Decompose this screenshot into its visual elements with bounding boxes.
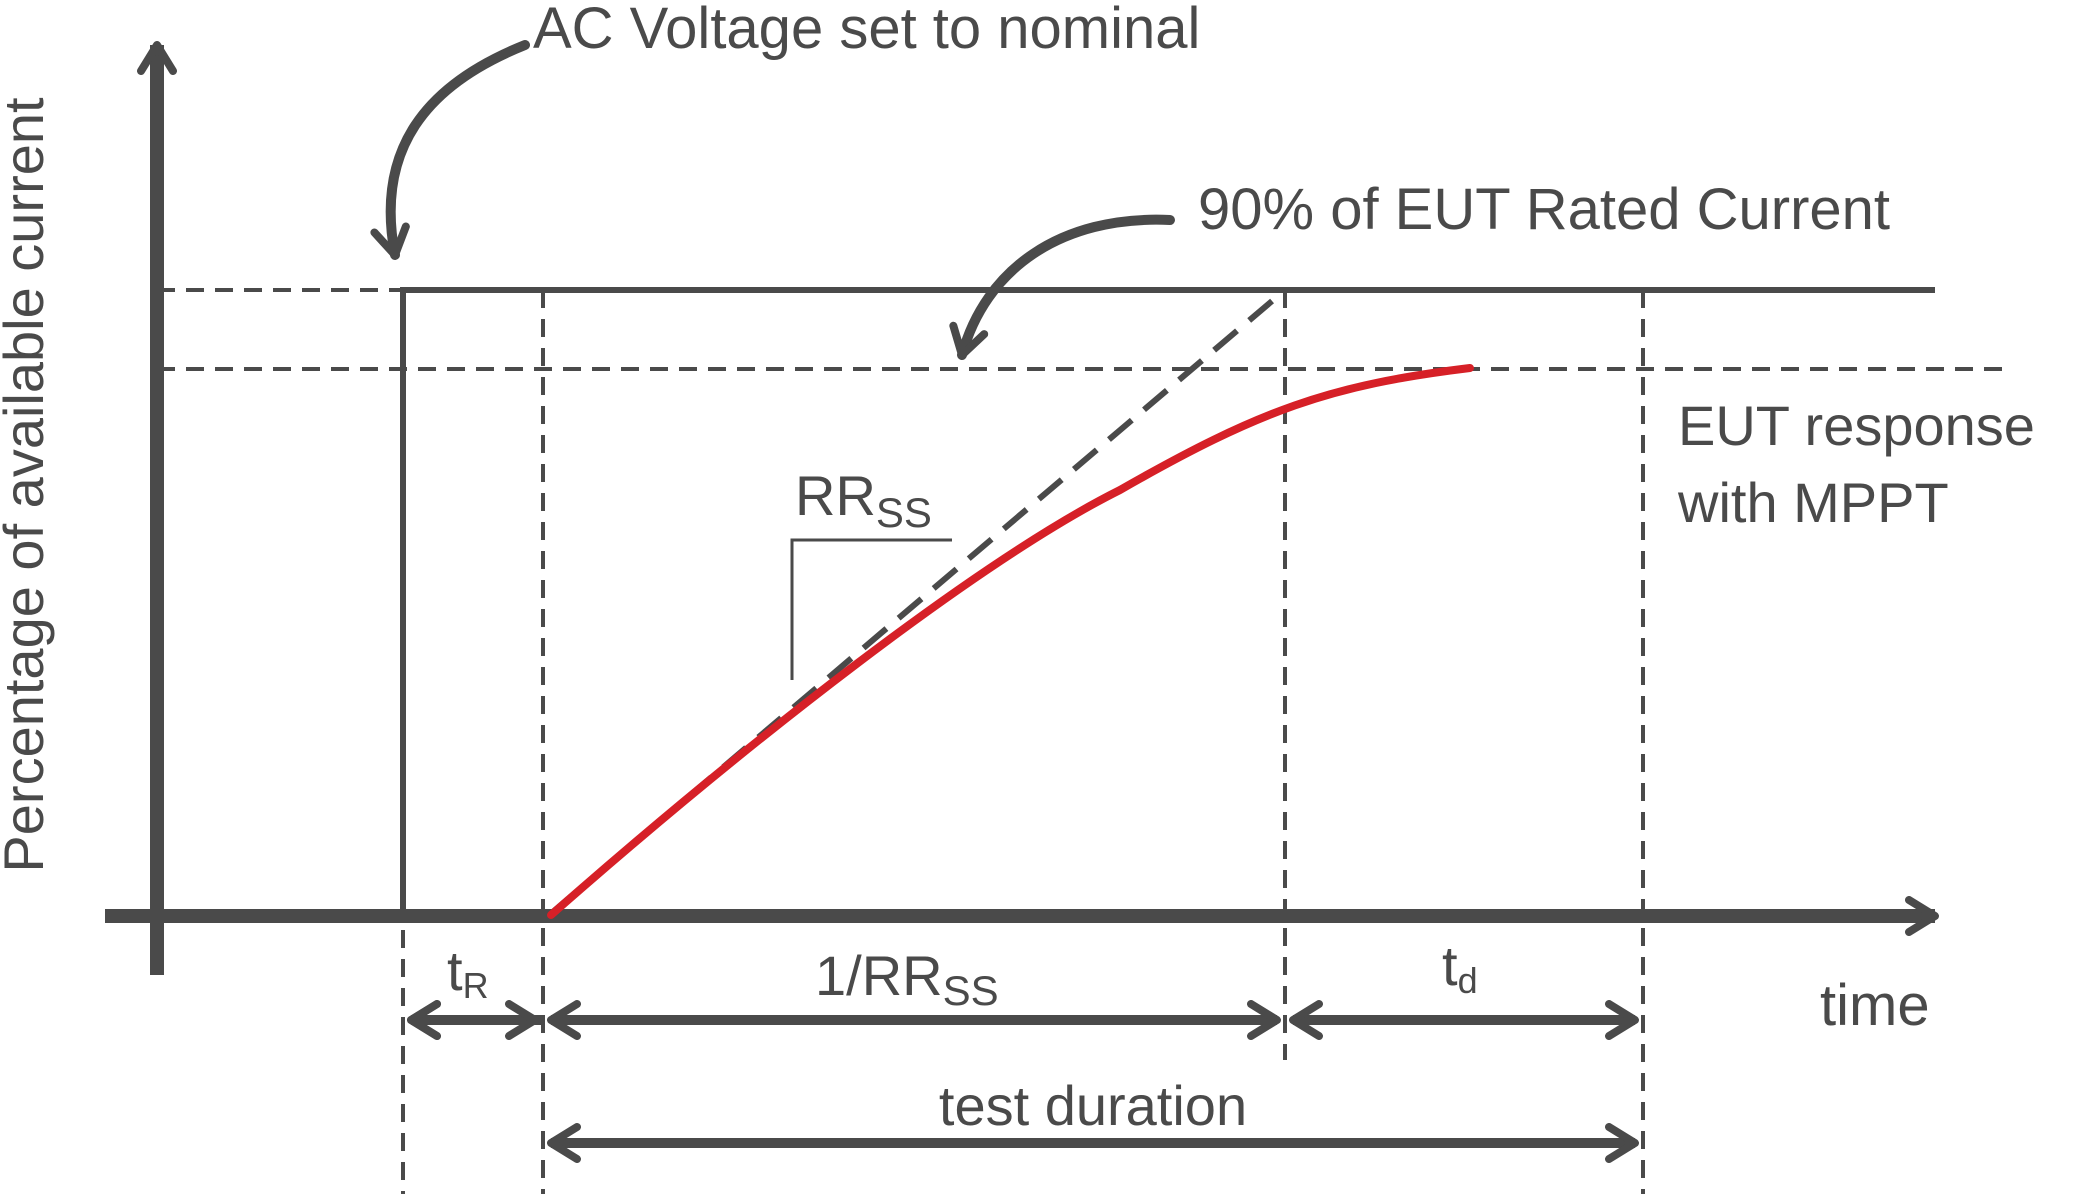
rr-ss-label: RRSS [795, 464, 932, 536]
y-axis-label: Percentage of available current [0, 97, 55, 873]
tR-label: tR [447, 939, 489, 1006]
x-axis-label: time [1820, 973, 1930, 1038]
test-duration-label: test duration [939, 1074, 1247, 1137]
inv-rr-ss-label: 1/RRSS [815, 944, 999, 1014]
tR-sub: R [463, 965, 489, 1006]
td-main: t [1442, 934, 1458, 997]
td-label: td [1442, 934, 1478, 1001]
ac-voltage-callout-arrow [370, 40, 530, 260]
eut-response-curve [547, 364, 1474, 919]
td-sub: d [1458, 960, 1478, 1001]
eut-response-label-line1: EUT response [1678, 394, 2035, 457]
rr-ss-main: RR [795, 464, 876, 527]
available-current-step [400, 287, 1935, 916]
rated-current-label: 90% of EUT Rated Current [1198, 177, 1890, 242]
eut-response-label-line2: with MPPT [1677, 471, 1949, 534]
inv-rr-ss-sub: SS [943, 967, 999, 1014]
ac-voltage-label: AC Voltage set to nominal [533, 0, 1200, 61]
rated-current-callout-arrow [949, 214, 1175, 360]
slope-bracket [790, 538, 952, 680]
rr-ss-sub: SS [876, 489, 932, 536]
tR-main: t [447, 939, 463, 1002]
inv-rr-ss-main: 1/RR [815, 944, 943, 1007]
